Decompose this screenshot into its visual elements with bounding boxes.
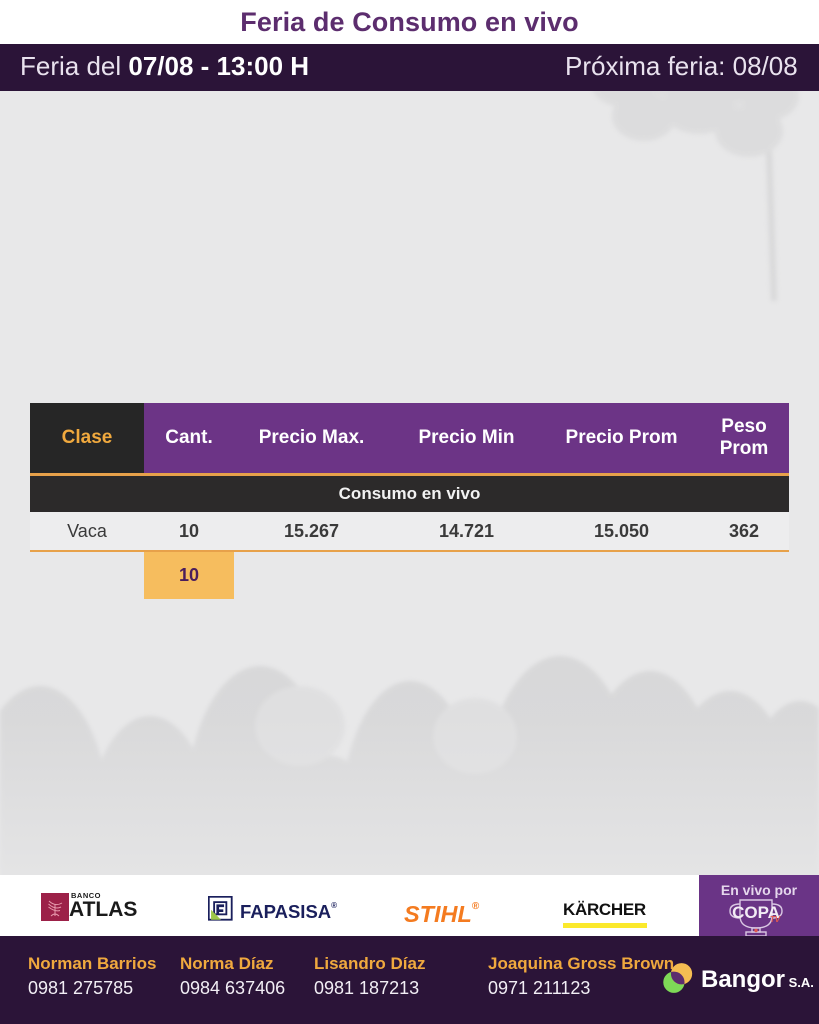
svg-text:TV: TV	[770, 915, 781, 924]
